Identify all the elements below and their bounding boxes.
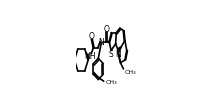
Text: S: S [108,50,113,59]
Text: O: O [103,24,109,33]
Text: CH₃: CH₃ [105,79,117,84]
Text: NH: NH [84,52,95,60]
Text: CH₃: CH₃ [124,69,136,74]
Text: N: N [99,38,104,47]
Text: N: N [115,49,121,58]
Text: O: O [89,32,95,41]
